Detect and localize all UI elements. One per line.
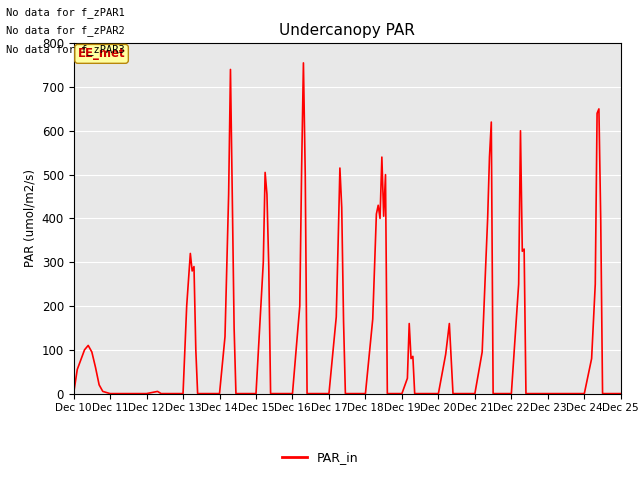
Text: No data for f_zPAR1: No data for f_zPAR1 <box>6 7 125 18</box>
Text: No data for f_zPAR3: No data for f_zPAR3 <box>6 44 125 55</box>
Y-axis label: PAR (umol/m2/s): PAR (umol/m2/s) <box>23 169 36 267</box>
Text: No data for f_zPAR2: No data for f_zPAR2 <box>6 25 125 36</box>
Text: EE_met: EE_met <box>78 48 125 60</box>
Title: Undercanopy PAR: Undercanopy PAR <box>279 23 415 38</box>
Legend: PAR_in: PAR_in <box>276 446 364 469</box>
